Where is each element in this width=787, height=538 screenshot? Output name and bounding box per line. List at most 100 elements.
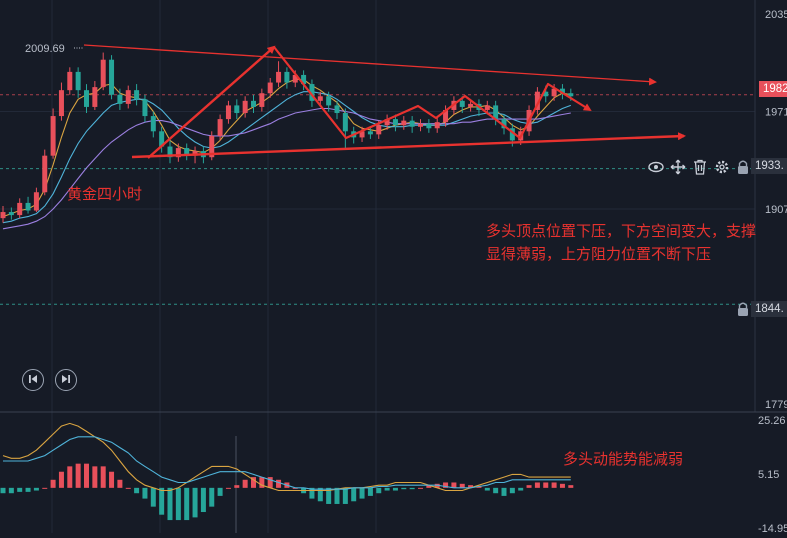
macd-histogram-bar	[9, 488, 14, 493]
candle-body	[109, 60, 114, 95]
macd-histogram-bar	[460, 484, 465, 488]
macd-histogram-bar	[360, 488, 365, 499]
macd-histogram-bar	[543, 482, 548, 487]
candle	[226, 101, 231, 124]
candle-body	[59, 90, 64, 116]
candle	[184, 143, 189, 160]
candle-body	[9, 212, 14, 215]
candle-body	[393, 119, 398, 125]
candle-body	[335, 105, 340, 113]
candle-body	[218, 119, 223, 136]
candle-body	[76, 72, 81, 90]
price-tick-label: 1907	[765, 204, 787, 216]
macd-histogram-bar	[193, 488, 198, 518]
candle	[26, 197, 31, 214]
macd-histogram-bar	[26, 488, 31, 492]
candle-body	[468, 104, 473, 107]
candle-body	[284, 72, 289, 83]
macd-histogram-bar	[318, 488, 323, 501]
line-price-tag-1844: 1844.	[751, 301, 787, 317]
macd-histogram-bar	[502, 488, 507, 496]
candle-body	[268, 83, 273, 94]
macd-histogram-bar	[485, 488, 490, 491]
macd-histogram-bar	[76, 464, 81, 488]
candle	[259, 89, 264, 112]
eye-icon[interactable]	[647, 158, 665, 176]
candle	[284, 67, 289, 88]
trash-icon[interactable]	[691, 158, 709, 176]
candle	[234, 99, 239, 119]
candle	[34, 188, 39, 212]
chart-title-annotation: 黄金四小时	[67, 182, 142, 206]
candle-body	[42, 156, 47, 193]
macd-histogram-bar	[560, 484, 565, 488]
candle	[410, 116, 415, 133]
candle-body	[485, 105, 490, 110]
candle	[134, 84, 139, 105]
macd-histogram-bar	[226, 488, 231, 489]
candle-body	[251, 101, 256, 107]
high-price-label: 2009.69	[25, 43, 65, 55]
macd-histogram-bar	[51, 480, 56, 488]
candle	[168, 140, 173, 163]
macd-tick-label: -14.95	[758, 523, 787, 533]
candle-body	[1, 212, 6, 218]
macd-histogram-bar	[343, 488, 348, 504]
macd-histogram-bar	[59, 472, 64, 488]
candle-body	[234, 105, 239, 113]
skip-forward-icon	[61, 371, 71, 389]
candle-body	[326, 96, 331, 105]
candle	[343, 108, 348, 149]
candle	[76, 67, 81, 97]
macd-histogram-bar	[101, 466, 106, 487]
price-tick-label: 1779	[765, 399, 787, 411]
candle	[126, 86, 131, 109]
candle	[176, 143, 181, 161]
resistance-trendline	[84, 45, 655, 82]
macd-histogram-bar	[518, 488, 523, 491]
candle-body	[318, 96, 323, 101]
candle	[218, 115, 223, 141]
candle-body	[259, 93, 264, 107]
candle	[418, 119, 423, 131]
candle-body	[418, 124, 423, 127]
macd-histogram-bar	[142, 488, 147, 499]
macd-histogram-bar	[401, 488, 406, 489]
lock-icon[interactable]	[734, 158, 752, 176]
macd-histogram-bar	[126, 488, 131, 489]
candle-body	[134, 90, 139, 99]
macd-histogram-bar	[535, 482, 540, 487]
candle-body	[276, 72, 281, 83]
macd-histogram-bar	[117, 480, 122, 488]
move-icon[interactable]	[669, 158, 687, 176]
macd-histogram-bar	[493, 488, 498, 493]
candle	[84, 84, 89, 113]
candle-body	[226, 105, 231, 119]
candle	[276, 61, 281, 87]
candle-body	[117, 95, 122, 104]
candle-body	[343, 113, 348, 131]
candle-body	[101, 60, 106, 87]
skip-back-icon	[28, 371, 38, 389]
skip-back-button[interactable]	[22, 369, 44, 391]
price-tick-label: 1971	[765, 107, 787, 119]
candle	[42, 150, 47, 196]
candle-body	[435, 122, 440, 128]
macd-histogram-bar	[218, 488, 223, 496]
analysis-note-line-2: 显得薄弱，上方阻力位置不断下压	[486, 242, 711, 266]
candle-body	[51, 116, 56, 156]
macd-histogram-bar	[42, 488, 47, 489]
macd-histogram-bar	[527, 485, 532, 488]
macd-histogram-bar	[410, 488, 415, 489]
gear-icon[interactable]	[713, 158, 731, 176]
candle	[335, 101, 340, 119]
skip-forward-button[interactable]	[55, 369, 77, 391]
lock-icon[interactable]	[734, 300, 752, 318]
macd-histogram-bar	[159, 488, 164, 515]
candle	[67, 67, 72, 94]
moving-average-line-3	[3, 109, 571, 229]
price-tick-label: 2035	[765, 9, 787, 21]
macd-histogram-bar	[385, 488, 390, 491]
macd-histogram-bar	[67, 466, 72, 487]
candle	[101, 53, 106, 91]
